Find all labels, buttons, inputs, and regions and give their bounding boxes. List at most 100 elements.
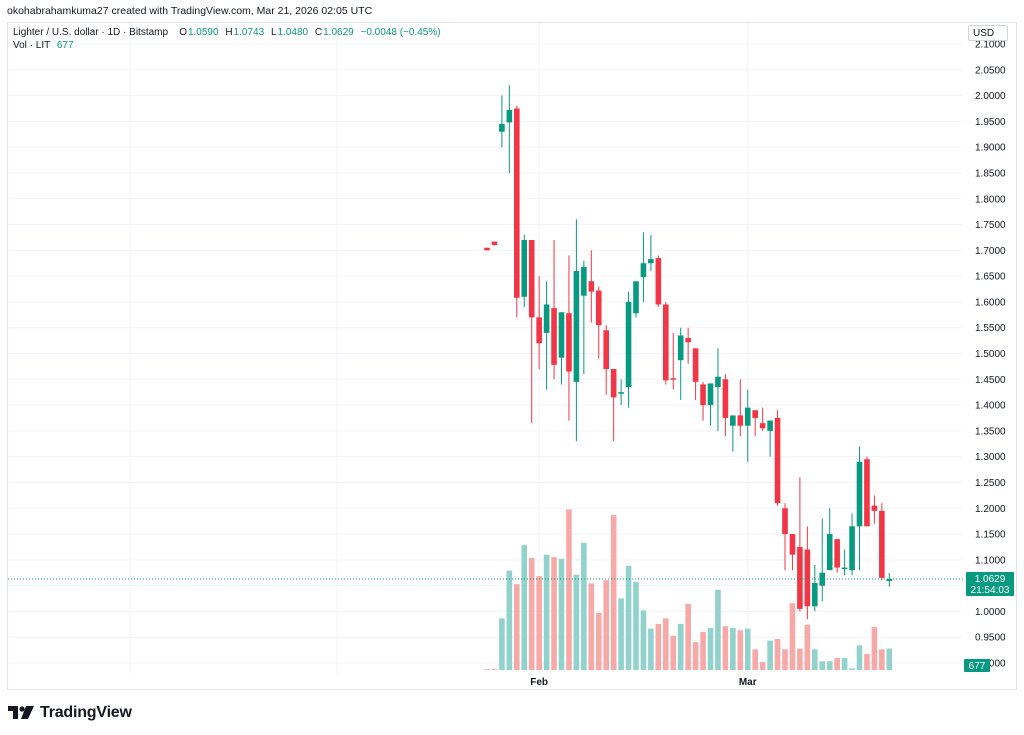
candle-body <box>499 123 505 132</box>
candle-body <box>841 567 848 570</box>
candle-body <box>588 281 595 292</box>
price-tick-label: 2.0000 <box>975 91 1006 102</box>
high-label: H <box>225 27 233 38</box>
close-value: 1.0629 <box>323 27 354 38</box>
tradingview-brand[interactable]: TradingView <box>8 704 132 722</box>
candle-body <box>536 317 542 344</box>
price-tick-label: 0.9500 <box>975 633 1006 644</box>
volume-bar <box>506 570 513 670</box>
volume-bar <box>700 631 706 670</box>
volume-bar <box>625 565 632 670</box>
candle-body <box>819 572 826 586</box>
candle-body <box>744 407 751 426</box>
candle-body <box>737 415 744 426</box>
price-tick-label: 1.3500 <box>975 426 1006 437</box>
volume-bar <box>744 628 751 670</box>
price-tick-label: 2.0500 <box>975 65 1006 76</box>
volume-bar <box>558 558 565 670</box>
candle-body <box>528 240 535 318</box>
candle-body <box>774 417 781 504</box>
candle-body <box>543 304 550 333</box>
price-tick-label: 1.3000 <box>975 452 1006 463</box>
volume-bar <box>737 630 744 670</box>
candle-body <box>685 338 691 343</box>
candle-body <box>551 308 557 365</box>
volume-bar <box>812 649 818 670</box>
volume-bar <box>685 604 691 670</box>
symbol-title[interactable]: Lighter / U.S. dollar · 1D · Bitstamp <box>13 27 169 38</box>
volume-bar <box>879 649 885 670</box>
volume-bar <box>655 623 662 670</box>
candle-body <box>558 312 565 358</box>
volume-bar <box>528 557 535 670</box>
candle-body <box>886 578 893 581</box>
price-tick-label: 1.9500 <box>975 117 1006 128</box>
volume-bar <box>789 603 796 670</box>
volume-row: Vol · LIT 677 <box>13 39 441 52</box>
volume-bar <box>499 618 505 670</box>
volume-bar <box>730 627 736 670</box>
candle-body <box>722 379 729 418</box>
close-label: C <box>314 27 323 38</box>
volume-badge: 677 <box>964 659 990 672</box>
volume-bar <box>484 669 490 670</box>
candle-body <box>566 313 572 372</box>
volume-bar <box>707 627 714 670</box>
price-tick-label: 1.8500 <box>975 168 1006 179</box>
low-label: L <box>270 27 277 38</box>
candle-body <box>864 459 870 527</box>
volume-bar <box>864 654 870 670</box>
candle-body <box>849 526 855 571</box>
volume-bar <box>588 583 595 670</box>
candle-body <box>789 534 796 555</box>
volume-bar <box>640 610 647 670</box>
volume-bar <box>551 557 557 670</box>
price-tick-label: 1.2500 <box>975 478 1006 489</box>
volume-bar <box>536 576 542 670</box>
price-tick-label: 1.6000 <box>975 297 1006 308</box>
candle-body <box>707 383 714 406</box>
volume-badge-value: 677 <box>969 661 986 672</box>
price-badge: 1.0629 21:54:03 <box>966 572 1014 596</box>
volume-label[interactable]: Vol · LIT <box>13 40 51 51</box>
time-tick-label: Mar <box>739 677 757 688</box>
volume-bar <box>767 640 773 670</box>
price-tick-label: 1.5000 <box>975 349 1006 360</box>
volume-bar <box>543 554 550 670</box>
volume-bar <box>804 624 811 670</box>
candle-body <box>514 108 520 298</box>
price-tick-label: 1.6500 <box>975 272 1006 283</box>
volume-bar <box>692 642 699 670</box>
time-axis: Feb Mar <box>530 677 756 688</box>
candle-body <box>618 392 624 394</box>
open-value: 1.0590 <box>187 27 219 38</box>
candle-body <box>573 270 580 382</box>
chart-frame <box>7 22 1017 690</box>
price-badge-price: 1.0629 <box>975 574 1006 585</box>
candle-body <box>521 240 528 297</box>
candle-body <box>663 304 669 381</box>
change-value: −0.0048 (−0.45%) <box>360 27 441 38</box>
candle-body <box>692 348 699 382</box>
volume-bar <box>581 542 587 670</box>
price-tick-label: 1.7500 <box>975 220 1006 231</box>
candle-body <box>797 546 803 609</box>
brand-name: TradingView <box>40 704 132 721</box>
candle-body <box>759 423 766 429</box>
currency-selector[interactable]: USD <box>968 25 1008 41</box>
candle-body <box>782 508 788 535</box>
volume-bar <box>566 509 572 670</box>
volume-bar <box>573 574 580 670</box>
candle-body <box>655 258 662 305</box>
volume-bar <box>856 645 863 670</box>
volume-bar <box>715 589 721 670</box>
volume-bar <box>670 635 677 670</box>
candle-body <box>700 384 706 406</box>
time-tick-label: Feb <box>530 677 548 688</box>
candle-body <box>640 263 647 278</box>
candle-body <box>648 259 654 264</box>
tradingview-logo-icon <box>8 706 34 719</box>
candle-body <box>752 410 758 418</box>
volume-bar <box>514 584 520 670</box>
